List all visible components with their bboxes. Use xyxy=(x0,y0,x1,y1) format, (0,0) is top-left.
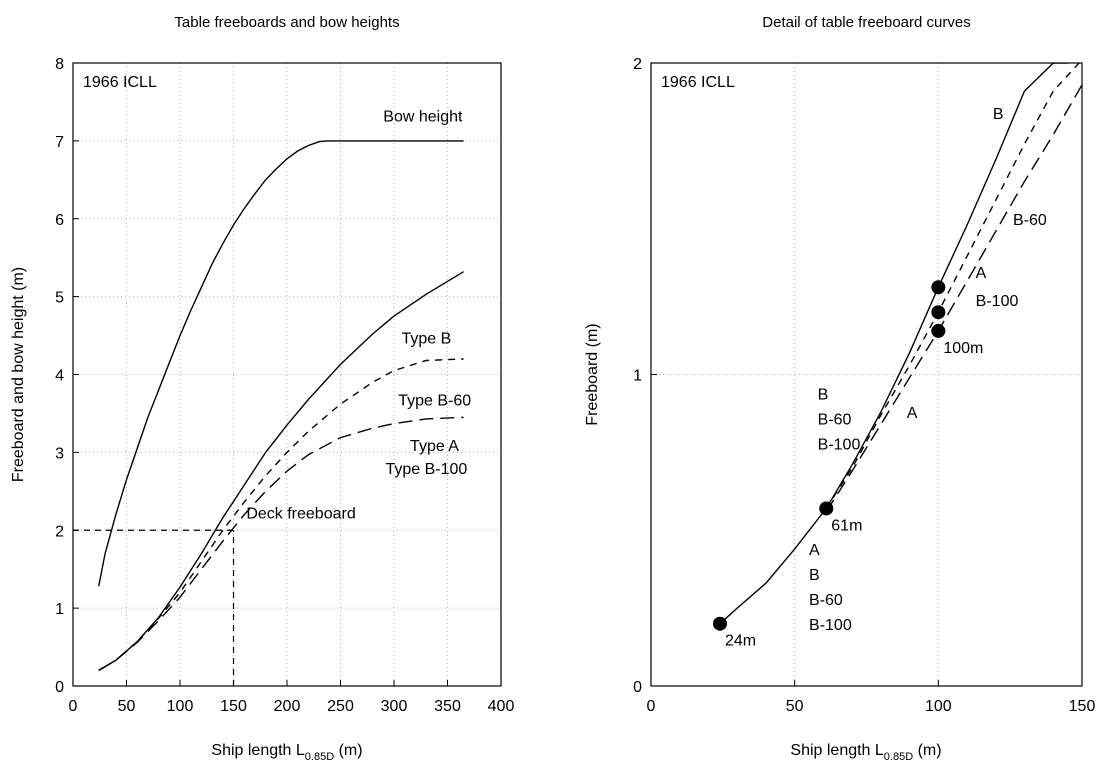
series-annotation: B-60 xyxy=(809,592,843,609)
series-annotation: Type B-60 xyxy=(398,393,471,410)
x-tick-label: 100 xyxy=(167,698,194,715)
series-annotation: Deck freeboard xyxy=(246,506,355,523)
series-annotation: B xyxy=(818,386,829,403)
series-line-b xyxy=(719,63,1068,625)
series-annotation: A xyxy=(976,265,987,282)
y-tick-label: 0 xyxy=(633,679,642,696)
y-tick-label: 1 xyxy=(55,601,64,618)
data-point-label: 61m xyxy=(831,517,862,534)
chart-detail-freeboards: 0 50 100 150 0 1 2 Detail of table freeboard cu… xyxy=(584,14,1095,763)
x-tick-label: 250 xyxy=(327,698,354,715)
chart-title: Table freeboards and bow heights xyxy=(174,14,399,31)
x-tick-label: 400 xyxy=(488,698,515,715)
series-line-type-b xyxy=(98,271,464,672)
x-tick-label: 200 xyxy=(274,698,301,715)
series-annotation: B-60 xyxy=(1013,212,1047,229)
x-tick-label: 300 xyxy=(381,698,408,715)
series-line-a-b-100 xyxy=(825,84,1082,512)
series-annotation: Type B xyxy=(401,330,451,347)
series-annotation: Bow height xyxy=(383,108,463,125)
y-tick-label: 4 xyxy=(55,368,64,385)
data-point-marker xyxy=(931,323,946,338)
corner-label: 1966 ICLL xyxy=(83,74,157,91)
series-annotation: B-100 xyxy=(809,617,852,634)
y-tick-label: 1 xyxy=(633,368,642,385)
chart-table-freeboards: 0 50 100 150 200 250 300 350 400 0 1 2 3 4 5 6 7 8 Table f… xyxy=(10,14,514,763)
x-axis-label-main: Ship length L xyxy=(790,742,884,759)
series-annotation: Type B-100 xyxy=(385,461,467,478)
x-tick-label: 0 xyxy=(69,698,78,715)
x-tick-label: 150 xyxy=(220,698,247,715)
y-axis-label: Freeboard and bow height (m) xyxy=(10,267,27,482)
series-annotation: B xyxy=(993,106,1004,123)
y-tick-label: 2 xyxy=(55,523,64,540)
y-tick-label: 2 xyxy=(633,56,642,73)
x-axis-label-main: Ship length L xyxy=(211,742,305,759)
x-axis-label: Ship length L0.85D (m) xyxy=(211,742,362,763)
y-axis-label: Freeboard (m) xyxy=(584,323,601,425)
y-tick-label: 8 xyxy=(55,56,64,73)
y-tick-label: 7 xyxy=(55,134,64,151)
data-point-marker xyxy=(712,616,727,631)
x-tick-label: 50 xyxy=(118,698,136,715)
y-tick-label: 3 xyxy=(55,445,64,462)
data-point-marker xyxy=(931,280,946,295)
x-axis-label-unit: (m) xyxy=(334,742,362,759)
data-point-marker xyxy=(931,305,946,320)
y-tick-label: 5 xyxy=(55,290,64,307)
series-annotation: A xyxy=(907,405,918,422)
chart-title: Detail of table freeboard curves xyxy=(762,14,970,31)
y-tick-label: 0 xyxy=(55,679,64,696)
series-annotation: Type A xyxy=(410,438,459,455)
series-line-bow-height xyxy=(98,140,464,587)
y-tick-label: 6 xyxy=(55,212,64,229)
series-annotation: A xyxy=(809,542,820,559)
series-annotation: B xyxy=(809,567,820,584)
data-point-label: 100m xyxy=(943,340,983,357)
x-axis-label: Ship length L0.85D (m) xyxy=(790,742,941,763)
data-point-marker xyxy=(819,501,834,516)
x-axis-label-unit: (m) xyxy=(913,742,941,759)
series-line-b-60 xyxy=(825,63,1080,509)
x-tick-label: 0 xyxy=(647,698,656,715)
series-annotation: B-60 xyxy=(818,411,852,428)
corner-label: 1966 ICLL xyxy=(661,74,735,91)
x-tick-label: 150 xyxy=(1069,698,1096,715)
data-point-label: 24m xyxy=(725,633,756,650)
x-tick-label: 350 xyxy=(434,698,461,715)
x-tick-label: 100 xyxy=(925,698,952,715)
x-axis-label-subscript: 0.85D xyxy=(884,751,913,763)
series-annotation: B-100 xyxy=(818,436,861,453)
series-line-type-a-type-b-100 xyxy=(98,416,464,672)
series-annotation: B-100 xyxy=(976,293,1019,310)
x-axis-label-subscript: 0.85D xyxy=(305,751,334,763)
x-tick-label: 50 xyxy=(786,698,804,715)
